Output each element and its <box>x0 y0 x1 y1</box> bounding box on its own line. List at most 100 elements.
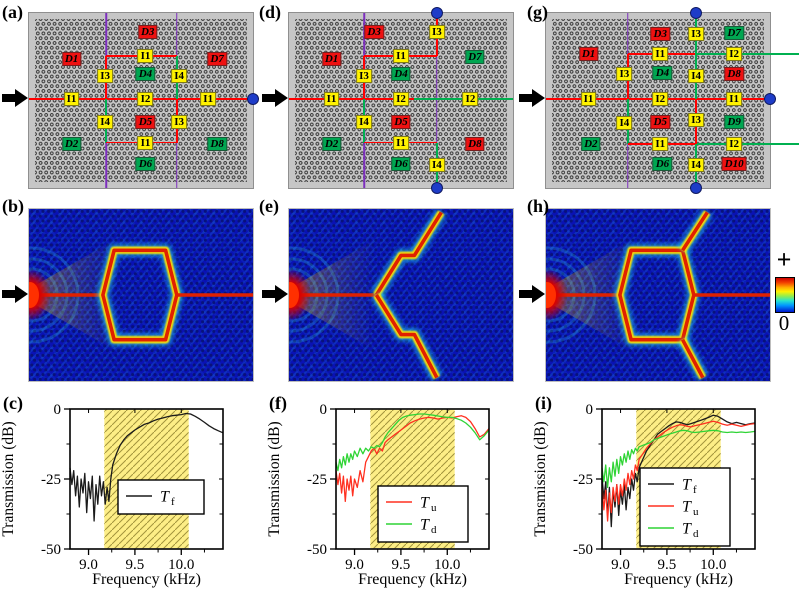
lattice-label-I1: I1 <box>200 91 217 106</box>
lattice-label-I2: I2 <box>652 91 669 106</box>
transmission-spectrum-plot: 9.0 9.5 10.0 0 -25 -50 Transmission (dB) Freque… <box>266 402 490 588</box>
lattice-label-D5: D5 <box>650 114 670 129</box>
legend-entry-label: T <box>682 499 692 516</box>
lattice-label-D7: D7 <box>724 26 744 41</box>
legend-entry-subscript: f <box>693 484 697 496</box>
panel-tag-d: (d) <box>259 2 281 22</box>
lattice-label-I1: I1 <box>726 91 743 106</box>
lattice-label-D5: D5 <box>391 114 411 129</box>
y-tick-label: -50 <box>41 542 61 558</box>
lattice-label-D2: D2 <box>61 137 82 152</box>
waveguide-path-segment <box>696 143 800 146</box>
lattice-label-D2: D2 <box>321 137 342 152</box>
transmission-spectrum-plot: 9.0 9.5 10.0 0 -25 -50 Transmission (dB) Freque… <box>0 402 224 588</box>
lattice-label-I4: I4 <box>171 69 187 83</box>
waveguide-path-segment <box>695 13 697 99</box>
waveguide-path-segment <box>696 53 800 56</box>
lattice-label-D3: D3 <box>137 25 158 40</box>
port-dot <box>430 7 443 19</box>
x-tick-label: 9.0 <box>611 557 630 573</box>
transmission-chart-c: 9.0 9.5 10.0 0 -25 -50 Transmission (dB) Freque… <box>0 390 266 591</box>
lattice-label-D5: D5 <box>135 114 156 129</box>
x-axis-title: Frequency (kHz) <box>624 571 733 588</box>
colorbar-plus-label: + <box>776 245 792 274</box>
lattice-label-D6: D6 <box>652 156 673 171</box>
input-arrow-icon <box>2 285 28 303</box>
lattice-label-I1: I1 <box>323 91 340 106</box>
port-dot <box>764 92 776 105</box>
panel-tag-a: (a) <box>2 2 23 22</box>
lattice-label-I3: I3 <box>428 25 445 40</box>
y-tick-label: -25 <box>307 472 327 488</box>
lattice-label-I1: I1 <box>63 91 80 106</box>
series-Tf-line <box>69 412 224 522</box>
x-tick-label: 9.5 <box>392 557 411 573</box>
series-Td-line <box>335 413 490 472</box>
lattice-label-D3: D3 <box>650 27 670 41</box>
legend-entry-label: T <box>420 495 430 512</box>
lattice-label-D2: D2 <box>581 137 601 152</box>
y-tick-label: -25 <box>573 472 593 488</box>
lattice-label-I3: I3 <box>688 112 704 127</box>
x-tick-label: 9.0 <box>345 557 364 573</box>
y-tick-label: -25 <box>41 472 61 488</box>
field-panel-b <box>28 208 254 382</box>
y-tick-label: 0 <box>320 402 328 418</box>
x-tick-label: 9.0 <box>79 557 98 573</box>
lattice-label-I1: I1 <box>652 47 669 62</box>
x-tick-label: 10.0 <box>168 557 194 573</box>
lattice-label-I2: I2 <box>726 137 743 152</box>
lattice-panel-g: D3 I3 D7 D1 I1 I2 I3 D4 I4 D8 I1 I2 I1 I4 D5 I3 D9 D2 I1 I2… <box>545 7 800 194</box>
x-tick-label: 10.0 <box>434 557 460 573</box>
lattice-label-D7: D7 <box>465 49 485 64</box>
input-arrow-icon <box>262 89 288 107</box>
lattice-label-I4: I4 <box>356 114 372 129</box>
panel-tag-f: (f) <box>269 393 287 413</box>
legend-entry-label: T <box>420 517 430 534</box>
port-dot <box>690 7 703 19</box>
colorbar-zero-label: 0 <box>778 311 790 335</box>
y-tick-label: 0 <box>586 402 594 418</box>
lattice-label-I2: I2 <box>462 91 479 106</box>
pressure-field-map <box>29 209 253 381</box>
lattice-label-I2: I2 <box>137 91 154 106</box>
legend-entry-subscript: d <box>693 528 699 540</box>
lattice-label-D4: D4 <box>652 65 673 80</box>
lattice-label-I1: I1 <box>580 91 597 106</box>
x-axis-title: Frequency (kHz) <box>358 571 467 588</box>
lattice-label-I4: I4 <box>688 158 704 173</box>
lattice-label-I1: I1 <box>137 135 154 150</box>
legend-entry-subscript: u <box>693 506 699 518</box>
port-dot <box>247 92 259 105</box>
x-tick-label: 9.5 <box>658 557 677 573</box>
lattice-label-D1: D1 <box>321 51 342 66</box>
pressure-field-map <box>546 209 770 381</box>
lattice-label-I3: I3 <box>97 69 114 83</box>
legend-entry-subscript: d <box>431 524 437 536</box>
lattice-label-I1: I1 <box>393 135 409 150</box>
colorbar-gradient <box>775 277 795 313</box>
x-tick-label: 10.0 <box>700 557 726 573</box>
y-tick-label: -50 <box>307 542 327 558</box>
lattice-panel-a: D3 D1 I1 D7 I3 D4 I4 I1 I2 I1 I4 D5 I3 D2 I1 D8 D6 <box>28 12 259 189</box>
lattice-label-D8: D8 <box>465 137 485 152</box>
transmission-chart-f: 9.0 9.5 10.0 0 -25 -50 Transmission (dB) Freque… <box>266 390 532 591</box>
panel-tag-b: (b) <box>2 196 24 216</box>
lattice-label-D4: D4 <box>391 67 411 82</box>
input-arrow-icon <box>262 285 288 303</box>
pressure-field-map <box>289 209 513 381</box>
region-divider-line <box>436 13 438 188</box>
lattice-label-D6: D6 <box>135 156 156 171</box>
lattice-label-D1: D1 <box>61 51 82 66</box>
port-dot <box>690 182 703 194</box>
lattice-label-I4: I4 <box>97 114 114 129</box>
lattice-label-I4: I4 <box>688 69 704 83</box>
lattice-label-D6: D6 <box>391 156 411 171</box>
panel-tag-c: (c) <box>3 393 23 413</box>
lattice-label-D8: D8 <box>724 67 744 82</box>
series-Td-line <box>601 429 756 489</box>
transmission-chart-i: 9.0 9.5 10.0 0 -25 -50 Transmission (dB) Freque… <box>532 390 798 591</box>
waveguide-path-segment <box>289 97 415 100</box>
lattice-label-D8: D8 <box>207 137 227 152</box>
